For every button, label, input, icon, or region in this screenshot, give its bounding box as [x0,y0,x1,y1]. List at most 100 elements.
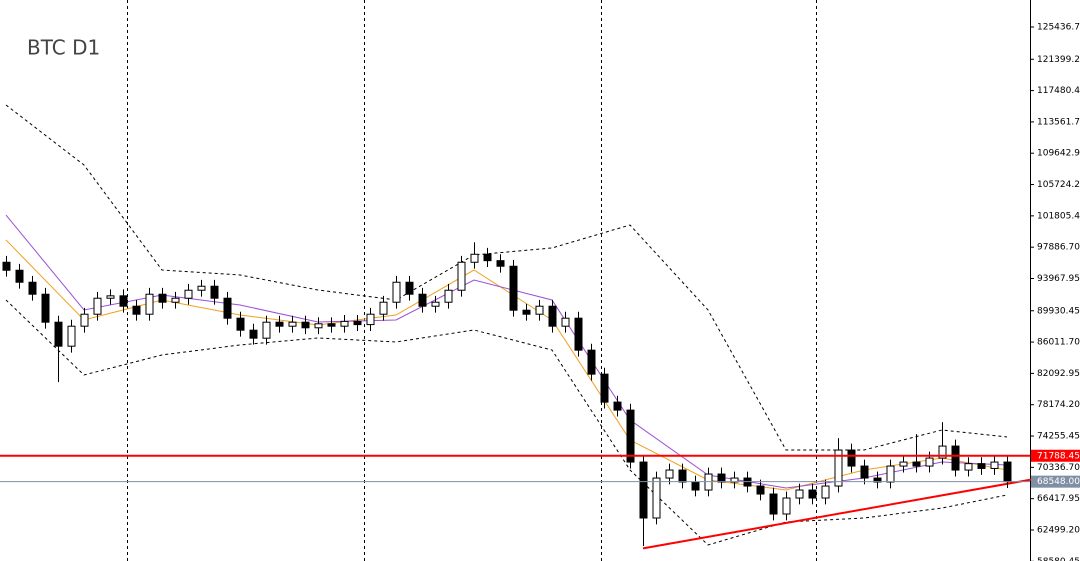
y-tick-label: 70336.70 [1037,463,1080,473]
candle-body [15,269,24,283]
candle-body [288,321,297,327]
candle-body [548,305,557,327]
candle-body [366,313,375,326]
price-label: 68548.00 [1037,477,1080,487]
candle-body [171,297,180,303]
candle-body [899,461,908,467]
candle-body [964,463,973,471]
candle-body [821,485,830,499]
candle-body [340,320,349,327]
candle-body [158,293,167,303]
price-label: 71788.45 [1037,451,1080,461]
candle-body [93,297,102,315]
candle-body [67,325,76,347]
candle-body [613,401,622,411]
candle-body [691,481,700,491]
candle-body [509,265,518,311]
candle-body [379,301,388,315]
candle-body [574,317,583,351]
candle-body [847,449,856,467]
candle-body [275,321,284,327]
candle-body [977,463,986,469]
y-tick-label: 101805.45 [1037,211,1080,221]
candle-body [951,445,960,471]
candle-body [496,260,505,267]
candle-body [782,497,791,515]
candle-body [925,457,934,467]
candle-body [522,309,531,315]
candle-body [2,261,11,271]
candle-body [54,321,63,347]
y-tick-label: 89930.45 [1037,306,1080,316]
candle-body [301,321,310,329]
candle-body [41,293,50,323]
candle-body [80,313,89,327]
candle-body [834,449,843,487]
y-tick-label: 105724.20 [1037,180,1080,190]
candle-body [210,285,219,299]
y-tick-label: 62499.20 [1037,525,1080,535]
y-tick-label: 66417.95 [1037,494,1080,504]
candle-body [197,285,206,291]
y-tick-label: 113561.70 [1037,117,1080,127]
candle-body [444,289,453,303]
candle-body [912,461,921,467]
candle-body [457,261,466,291]
candle-body [1003,461,1012,483]
candle-body [483,253,492,262]
candle-body [145,293,154,315]
candle-body [639,461,648,519]
candle-body [353,320,362,326]
candle-body [756,485,765,495]
candle-body [587,349,596,375]
band-line [5,104,1008,451]
candle-body [392,281,401,303]
y-tick-label: 117480.45 [1037,86,1080,96]
candle-body [561,317,570,327]
candle-body [314,323,323,329]
candle-body [769,493,778,515]
candle-body [431,301,440,307]
overlay-line [642,478,1034,550]
price-label-box [1031,449,1080,462]
band-line [5,299,1008,546]
candle-body [470,253,479,263]
candles [2,242,1012,546]
candle-body [236,317,245,331]
candle-body [886,465,895,483]
candle-body [262,321,271,339]
candle-body [28,281,37,295]
candle-body [990,461,999,469]
y-tick-label: 78174.20 [1037,400,1080,410]
candle-body [249,329,258,339]
y-tick-label: 97886.70 [1037,243,1080,253]
candle-body [184,289,193,299]
candle-body [600,373,609,403]
y-tick-label: 74255.45 [1037,432,1080,442]
y-tick-label: 58580.45 [1037,557,1080,561]
candle-body [808,489,817,499]
y-tick-label: 86011.70 [1037,338,1080,348]
y-tick-label: 109642.95 [1037,149,1080,159]
y-tick-label: 125436.70 [1037,22,1080,32]
candle-body [535,305,544,315]
y-tick-label: 121399.20 [1037,55,1080,65]
candle-body [860,465,869,479]
candle-body [938,445,947,459]
candle-body [119,295,128,307]
candle-body [717,473,726,483]
candle-body [678,469,687,483]
candle-body [652,477,661,519]
candle-body [327,323,336,327]
candle-body [665,469,674,479]
candle-body [418,293,427,307]
y-tick-label: 82092.95 [1037,369,1080,379]
candle-body [626,409,635,463]
candle-body [106,295,115,299]
candle-body [795,489,804,499]
candle-body [223,297,232,319]
price-label-box [1031,475,1080,488]
y-tick-label: 93967.95 [1037,274,1080,284]
